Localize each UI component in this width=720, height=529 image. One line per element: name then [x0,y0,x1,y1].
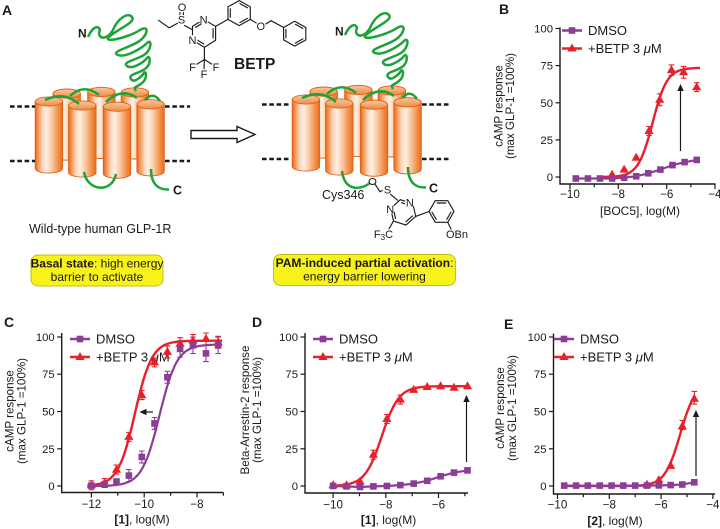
svg-text:75: 75 [42,369,55,381]
svg-text:−6: −6 [432,498,445,511]
svg-text:[BOC5], log(M): [BOC5], log(M) [600,204,680,218]
svg-text:DMSO: DMSO [339,332,378,347]
svg-text:+BETP 3 μM: +BETP 3 μM [96,350,170,365]
svg-text:D: D [252,314,262,330]
svg-text:cAMP response: cAMP response [494,367,507,449]
svg-text:N: N [200,14,208,26]
svg-text:−10: −10 [323,498,343,511]
svg-text:S: S [178,15,185,27]
svg-text:−10: −10 [134,498,154,511]
svg-text:BETP: BETP [234,56,275,73]
svg-text:F3C: F3C [374,229,393,242]
svg-text:O: O [257,21,266,33]
svg-text:50: 50 [540,98,553,110]
svg-text:−10: −10 [560,188,580,201]
svg-text:+BETP 3 μM: +BETP 3 μM [580,350,654,365]
svg-text:(max GLP-1 =100%): (max GLP-1 =100%) [506,355,519,461]
svg-text:75: 75 [534,369,547,381]
svg-text:−8: −8 [379,498,392,511]
svg-text:100: 100 [279,332,298,344]
svg-text:−8: −8 [190,498,203,511]
svg-text:C: C [173,184,182,198]
svg-text:0: 0 [547,172,553,184]
svg-text:−10: −10 [548,498,568,511]
svg-text:25: 25 [42,444,55,456]
svg-text:50: 50 [285,407,298,419]
svg-text:−8: −8 [612,188,625,201]
svg-text:N: N [78,27,87,41]
svg-text:100: 100 [534,24,553,36]
svg-text:A: A [2,2,12,18]
svg-text:25: 25 [540,135,553,147]
svg-text:−6: −6 [660,188,673,201]
svg-text:N: N [406,198,414,210]
svg-text:N: N [386,204,394,216]
svg-text:PAM-induced partial activation: PAM-induced partial activation: [276,256,454,270]
svg-text:−8: −8 [603,498,616,511]
svg-text:−12: −12 [82,498,102,511]
svg-text:O: O [178,2,187,14]
svg-text:E: E [504,316,513,332]
svg-text:25: 25 [534,444,547,456]
svg-text:DMSO: DMSO [580,332,619,347]
svg-text:F: F [201,69,208,81]
svg-text:−4: −4 [706,498,720,511]
svg-text:−4: −4 [708,188,720,201]
svg-text:DMSO: DMSO [588,23,627,38]
svg-text:50: 50 [534,407,547,419]
svg-text:Cys346: Cys346 [322,188,364,202]
svg-text:B: B [499,1,509,17]
svg-text:−6: −6 [654,498,667,511]
svg-text:50: 50 [42,407,55,419]
svg-text:[2], log(M): [2], log(M) [587,514,642,528]
svg-text:F: F [189,62,196,74]
svg-text:(max GLP-1 =100%): (max GLP-1 =100%) [16,358,29,464]
svg-text:N: N [189,35,197,47]
svg-text:75: 75 [540,61,553,73]
svg-text:+BETP 3 μM: +BETP 3 μM [588,41,662,56]
svg-text:Basal state: high energy: Basal state: high energy [31,257,164,271]
svg-text:(max GLP-1 =100%): (max GLP-1 =100%) [504,53,517,159]
svg-text:DMSO: DMSO [96,332,135,347]
svg-text:0: 0 [292,481,298,493]
svg-text:0: 0 [540,481,546,493]
svg-text:C: C [429,182,438,196]
svg-text:C: C [4,314,14,330]
svg-text:F: F [213,62,220,74]
svg-text:Wild-type human GLP-1R: Wild-type human GLP-1R [29,222,171,236]
svg-text:(max GLP-1 =100%): (max GLP-1 =100%) [251,357,264,463]
svg-text:S: S [384,185,391,197]
svg-text:[1], log(M): [1], log(M) [114,513,169,527]
svg-text:100: 100 [528,332,547,344]
svg-text:energy barrier lowering: energy barrier lowering [303,270,426,284]
svg-text:OBn: OBn [446,229,468,241]
svg-text:cAMP response: cAMP response [492,65,505,147]
svg-text:75: 75 [285,369,298,381]
svg-text:cAMP response: cAMP response [4,370,17,452]
svg-text:0: 0 [48,481,54,493]
svg-text:+BETP 3 μM: +BETP 3 μM [339,350,413,365]
svg-text:barrier to activate: barrier to activate [51,270,144,284]
svg-text:100: 100 [36,332,55,344]
svg-text:Beta-Arrestin-2 response: Beta-Arrestin-2 response [239,346,252,475]
svg-text:[1], log(M): [1], log(M) [361,513,416,527]
svg-text:25: 25 [285,444,298,456]
